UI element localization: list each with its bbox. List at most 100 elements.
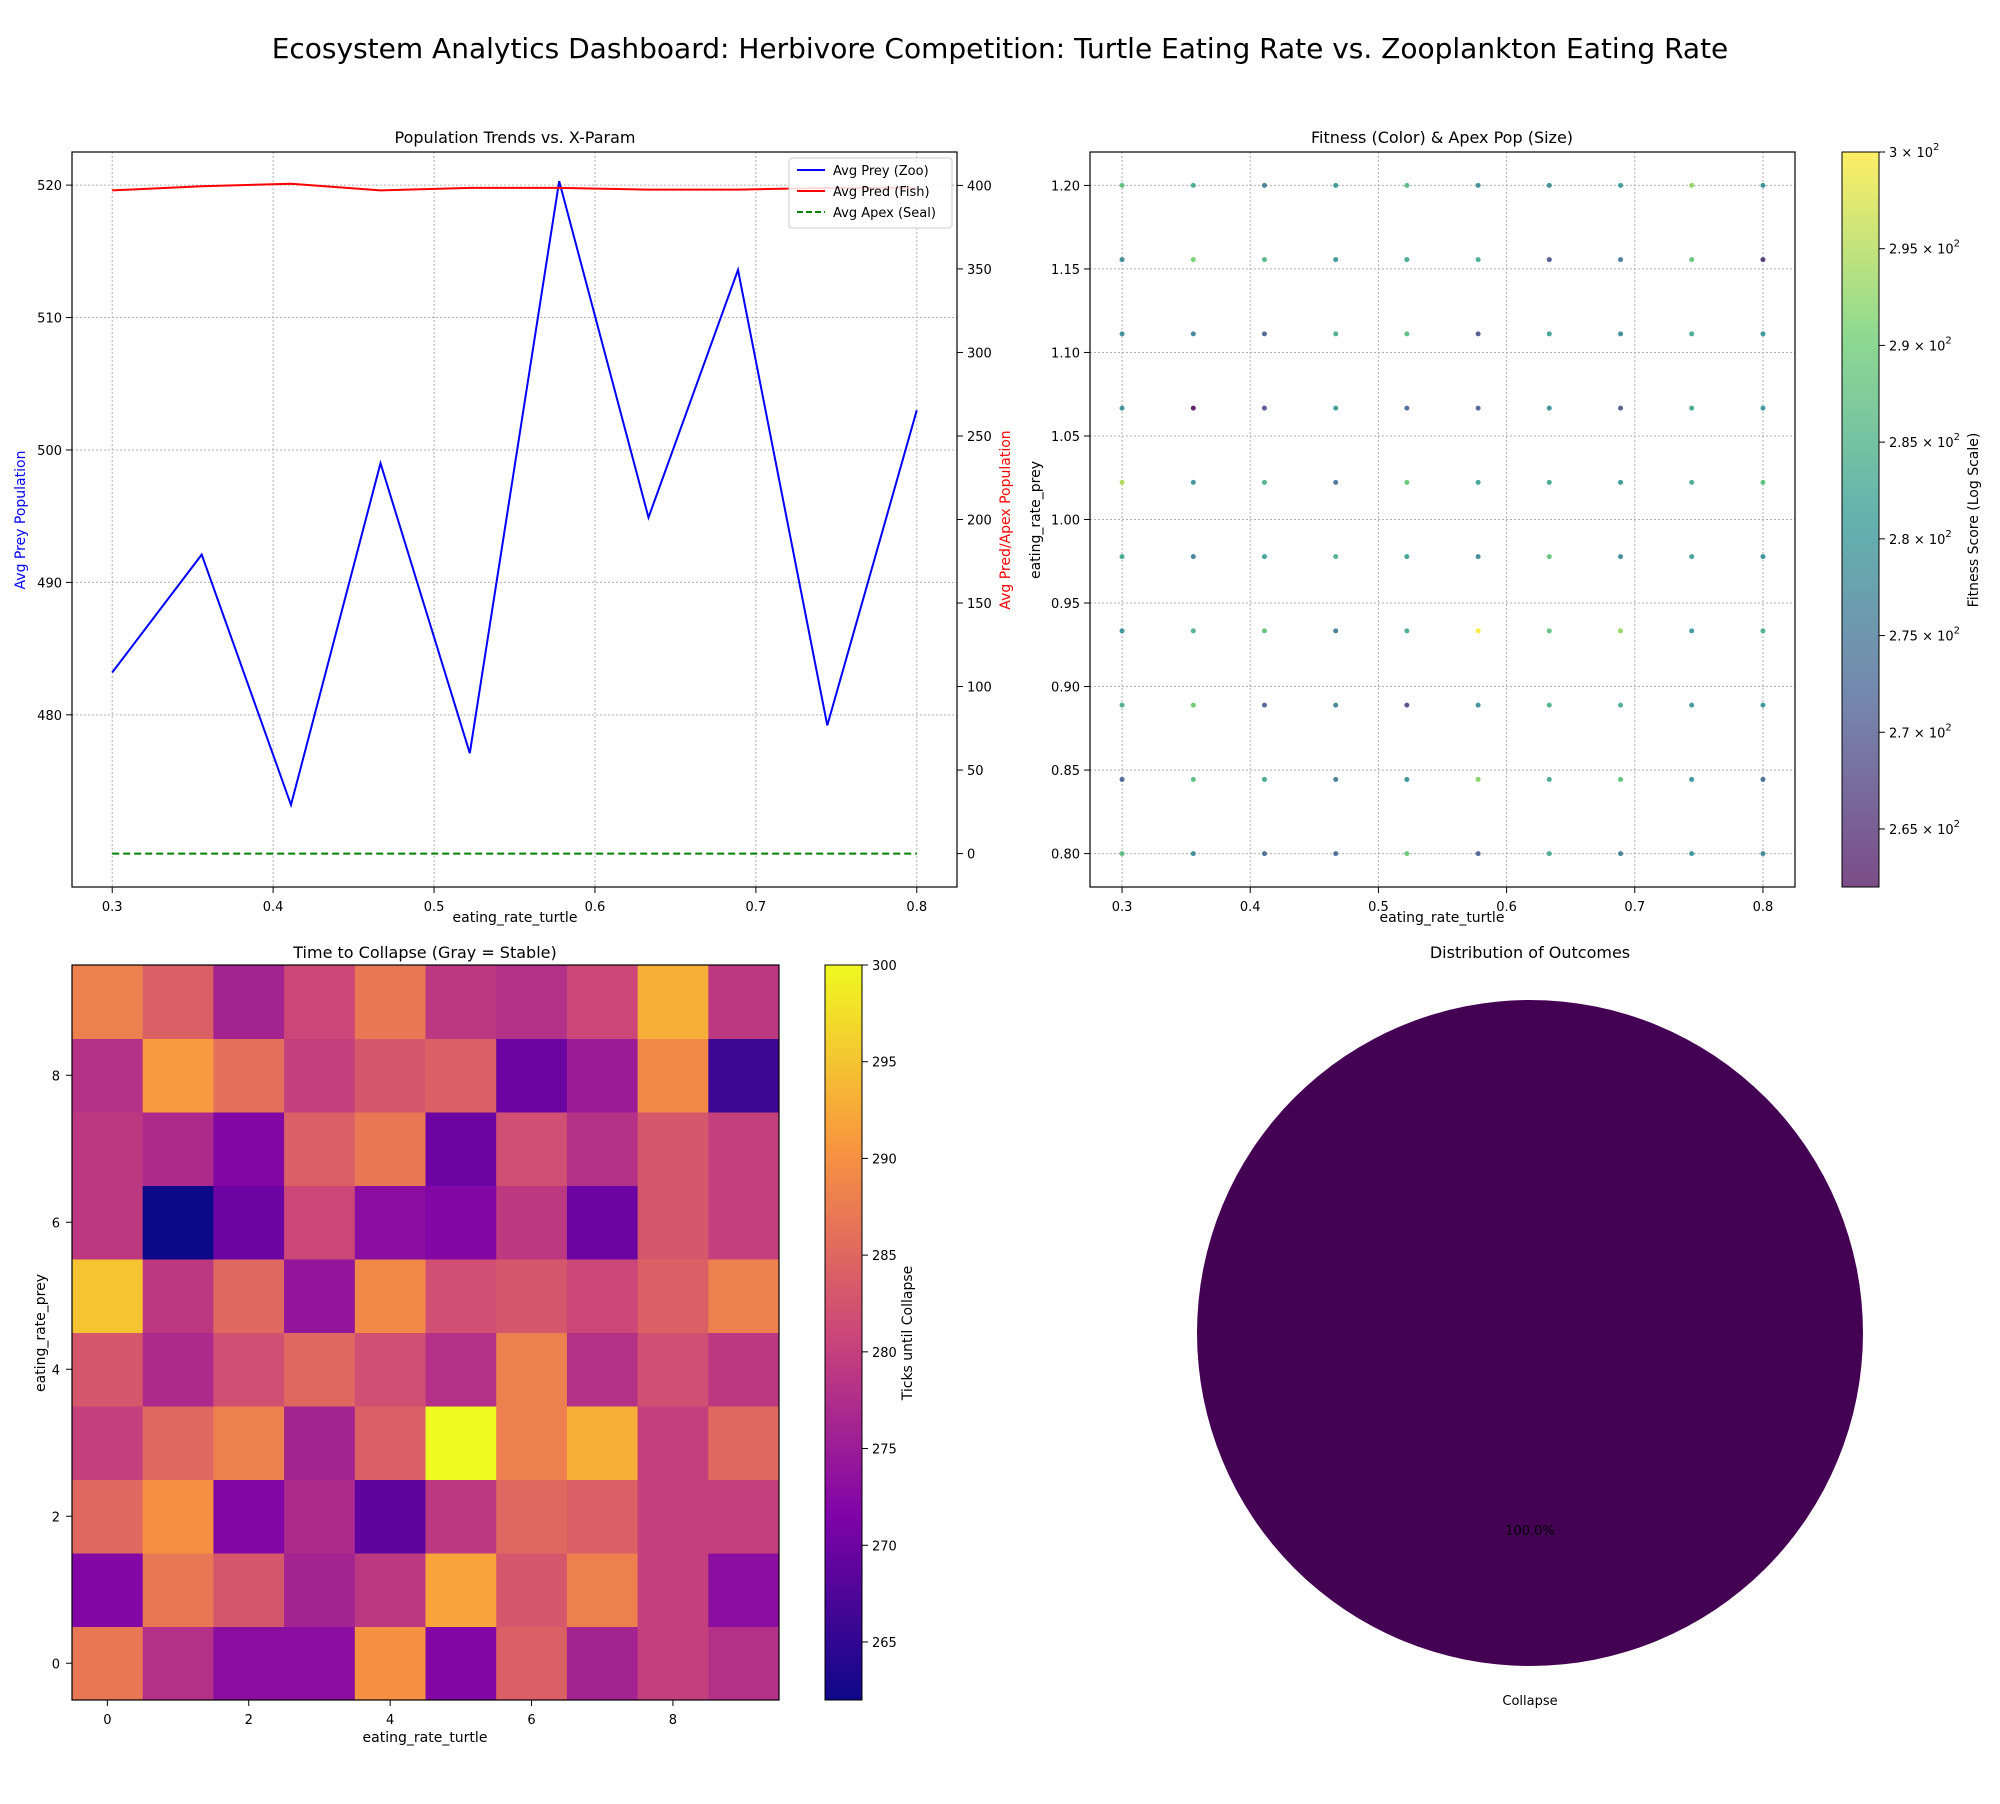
- y-tick-label: 0.80: [1051, 848, 1080, 863]
- y-left-tick-label: 510: [37, 312, 62, 327]
- scatter-point: [1261, 405, 1267, 411]
- fitness-scatter-grid: [1090, 152, 1795, 887]
- scatter-point: [1475, 851, 1481, 857]
- heatmap-cell: [213, 1406, 285, 1480]
- scatter-point: [1618, 405, 1624, 411]
- scatter-point: [1475, 331, 1481, 337]
- scatter-point: [1760, 182, 1766, 188]
- collapse-heatmap-ylabel: eating_rate_prey: [33, 1274, 49, 1392]
- heatmap-cell: [496, 1553, 568, 1627]
- outcomes-pie-chart: Distribution of Outcomes 100.0% Collapse: [1197, 943, 1863, 1709]
- y-right-tick-label: 150: [967, 597, 992, 612]
- heatmap-cell: [354, 1259, 426, 1333]
- heatmap-cell: [708, 1038, 780, 1113]
- x-tick-label: 0: [103, 1713, 111, 1728]
- scatter-point: [1119, 702, 1125, 708]
- colorbar-tick-label: 275: [872, 1443, 897, 1458]
- heatmap-cell: [72, 1112, 144, 1186]
- y-tick-label: 4: [52, 1363, 60, 1378]
- scatter-point: [1689, 554, 1695, 560]
- heatmap-cell: [637, 1626, 709, 1701]
- colorbar-tick-label: 2.8 × 102: [1889, 529, 1952, 548]
- heatmap-cell: [425, 1038, 497, 1113]
- heatmap-cell: [354, 1038, 426, 1113]
- heatmap-cell: [637, 1479, 709, 1554]
- scatter-point: [1333, 851, 1339, 857]
- colorbar-tick-label: 2.9 × 102: [1889, 335, 1952, 354]
- y-tick-label: 1.00: [1051, 514, 1080, 529]
- scatter-point: [1119, 479, 1125, 485]
- heatmap-cell: [142, 1553, 214, 1627]
- population-trends-lines: [111, 180, 918, 855]
- x-tick-label: 4: [386, 1713, 394, 1728]
- heatmap-cell: [213, 1479, 285, 1554]
- y-right-tick-label: 400: [967, 179, 992, 194]
- colorbar-tick-base: × 10: [1910, 726, 1946, 741]
- colorbar-tick-label: 2.7 × 102: [1889, 722, 1952, 741]
- heatmap-cell: [637, 965, 709, 1039]
- scatter-point: [1190, 257, 1196, 263]
- colorbar-tick-label: 295: [872, 1056, 897, 1071]
- heatmap-cell: [354, 1185, 426, 1260]
- colorbar-tick-label: 285: [872, 1249, 897, 1264]
- y-tick-label: 1.15: [1051, 263, 1080, 278]
- x-tick-label: 8: [669, 1713, 677, 1728]
- fitness-scatter-points: [1119, 182, 1766, 857]
- fitness-scatter-title: Fitness (Color) & Apex Pop (Size): [1311, 128, 1573, 147]
- colorbar-tick-mantissa: 2.7: [1889, 726, 1910, 741]
- scatter-point: [1546, 702, 1552, 708]
- scatter-point: [1404, 851, 1410, 857]
- scatter-point: [1190, 776, 1196, 782]
- scatter-point: [1119, 331, 1125, 337]
- population-trends-ylabel-left: Avg Prey Population: [13, 451, 29, 590]
- colorbar-tick-exponent: 2: [1945, 529, 1951, 540]
- collapse-colorbar-label: Ticks until Collapse: [900, 1266, 916, 1402]
- heatmap-cell: [637, 1406, 709, 1480]
- scatter-point: [1261, 776, 1267, 782]
- scatter-point: [1689, 331, 1695, 337]
- heatmap-cell: [72, 1332, 144, 1407]
- heatmap-cell: [354, 1406, 426, 1480]
- x-tick-label: 0.4: [263, 900, 284, 915]
- fitness-scatter-xlabel: eating_rate_turtle: [1380, 910, 1505, 926]
- heatmap-cell: [637, 1259, 709, 1333]
- colorbar-tick-label: 3 × 102: [1889, 142, 1939, 161]
- heatmap-cell: [496, 1332, 568, 1407]
- y-left-tick-label: 520: [37, 179, 62, 194]
- heatmap-cell: [284, 1479, 356, 1554]
- series-line-pred: [112, 182, 917, 192]
- colorbar-tick-exponent: 2: [1945, 722, 1951, 733]
- heatmap-cell: [284, 1259, 356, 1333]
- colorbar-tick-label: 300: [872, 959, 897, 974]
- scatter-point: [1760, 702, 1766, 708]
- scatter-point: [1261, 331, 1267, 337]
- y-right-tick-label: 300: [967, 346, 992, 361]
- heatmap-cell: [566, 1406, 639, 1480]
- scatter-point: [1190, 554, 1196, 560]
- heatmap-cell: [566, 965, 639, 1039]
- colorbar-tick-exponent: 2: [1954, 626, 1960, 637]
- heatmap-cell: [566, 1479, 639, 1554]
- scatter-point: [1190, 331, 1196, 337]
- scatter-point: [1404, 331, 1410, 337]
- y-tick-label: 1.05: [1051, 430, 1080, 445]
- scatter-point: [1404, 405, 1410, 411]
- heatmap-cell: [213, 1626, 285, 1701]
- heatmap-cell: [284, 1185, 356, 1260]
- heatmap-cell: [284, 1038, 356, 1113]
- heatmap-cell: [425, 1259, 497, 1333]
- x-tick-label: 0.3: [1112, 900, 1133, 915]
- scatter-point: [1546, 628, 1552, 634]
- population-trends-xlabel: eating_rate_turtle: [453, 910, 578, 926]
- heatmap-cell: [354, 1479, 426, 1554]
- scatter-point: [1689, 628, 1695, 634]
- y-left-tick-label: 500: [37, 444, 62, 459]
- scatter-point: [1333, 182, 1339, 188]
- scatter-point: [1689, 405, 1695, 411]
- collapse-colorbar: [824, 964, 863, 1701]
- heatmap-cell: [142, 1479, 214, 1554]
- heatmap-cell: [72, 1038, 144, 1113]
- collapse-heatmap-ticks: 0 2 4 6 8 0 2 4 6 8: [52, 1069, 677, 1728]
